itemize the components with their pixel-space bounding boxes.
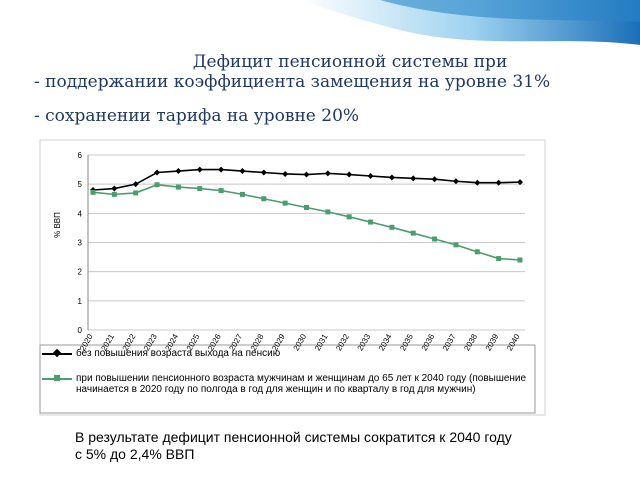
marker [175, 168, 182, 175]
y-tick-label: 4 [78, 209, 83, 218]
marker [111, 191, 117, 197]
marker [239, 191, 245, 197]
series-line [92, 183, 521, 261]
legend-label: без повышения возраста выхода на пенсию [76, 348, 281, 359]
marker [346, 214, 352, 220]
y-tick-label: 1 [78, 297, 83, 306]
marker [367, 173, 374, 179]
marker [431, 176, 438, 183]
y-tick-label: 6 [78, 151, 83, 160]
marker [452, 178, 459, 185]
marker [389, 224, 395, 230]
marker [325, 209, 331, 215]
marker [474, 249, 480, 255]
title: Дефицит пенсионной системы при [193, 52, 508, 72]
marker [282, 170, 289, 177]
legend-key [42, 375, 72, 381]
marker [196, 166, 203, 173]
marker [154, 182, 160, 188]
legend-label: при повышении пенсионного возраста мужчи… [76, 373, 527, 395]
marker [132, 181, 139, 188]
y-tick-label: 5 [78, 180, 83, 189]
marker [218, 188, 224, 194]
subtitle-line: - поддержании коэффициента замещения на … [34, 72, 550, 92]
legend-entry: без повышения возраста выхода на пенсию [42, 348, 532, 359]
marker [517, 179, 523, 186]
marker [410, 175, 417, 182]
y-tick-label: 3 [78, 239, 83, 248]
marker [432, 236, 438, 242]
marker [303, 171, 310, 178]
marker [474, 179, 481, 186]
marker [175, 184, 181, 190]
marker [197, 186, 203, 192]
marker [239, 168, 246, 175]
legend-key [42, 348, 72, 358]
marker [410, 230, 416, 236]
marker [90, 189, 96, 195]
marker [260, 169, 267, 176]
marker [517, 257, 523, 263]
decor-wave [380, 0, 640, 22]
marker [496, 256, 502, 262]
subtitle-line: - сохранении тарифа на уровне 20% [34, 106, 359, 126]
marker [218, 166, 225, 173]
marker [154, 169, 161, 176]
marker [111, 185, 118, 192]
marker [282, 200, 288, 206]
marker [368, 219, 374, 225]
legend-frame [39, 344, 536, 414]
legend-entry: при повышении пенсионного возраста мужчи… [42, 373, 532, 395]
marker [324, 170, 331, 177]
marker [304, 205, 309, 210]
marker [346, 171, 353, 178]
chart-frame [39, 139, 546, 416]
marker [388, 174, 395, 181]
legend: без повышения возраста выхода на пенсию п… [42, 348, 532, 409]
y-tick-label: 2 [78, 268, 83, 277]
conclusion: В результате дефицит пенсионной системы … [75, 429, 512, 445]
marker [453, 242, 459, 248]
y-axis-label: % ВВП [53, 212, 62, 238]
marker [133, 190, 139, 196]
y-tick-label: 0 [78, 326, 83, 335]
marker [261, 196, 267, 202]
conclusion: с 5% до 2,4% ВВП [75, 446, 194, 462]
marker [495, 179, 502, 186]
